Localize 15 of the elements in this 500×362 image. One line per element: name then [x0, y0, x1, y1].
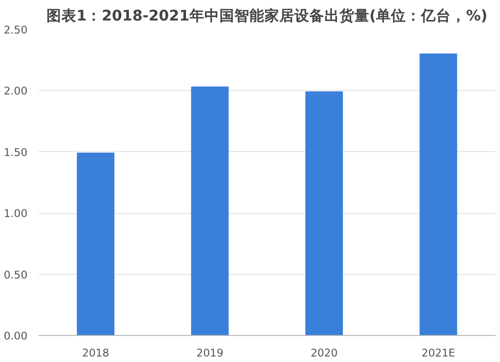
x-tick-label: 2018 [82, 346, 110, 360]
x-tick-label: 2019 [196, 346, 224, 360]
y-tick-label: 1.50 [4, 146, 28, 159]
x-tick-label: 2020 [310, 346, 338, 360]
bar [191, 86, 229, 336]
bar [305, 91, 343, 336]
y-tick-label: 2.50 [4, 24, 28, 36]
y-tick-label: 0.50 [4, 268, 28, 282]
y-tick-label: 2.00 [4, 84, 28, 98]
chart-title: 图表1：2018-2021年中国智能家居设备出货量(单位：亿台，%) [46, 6, 488, 24]
y-tick-label: 1.00 [4, 207, 28, 220]
bar [76, 152, 114, 336]
y-tick-label: 0.00 [4, 330, 28, 342]
x-tick-label: 2021E [421, 346, 456, 360]
bar [420, 53, 458, 336]
